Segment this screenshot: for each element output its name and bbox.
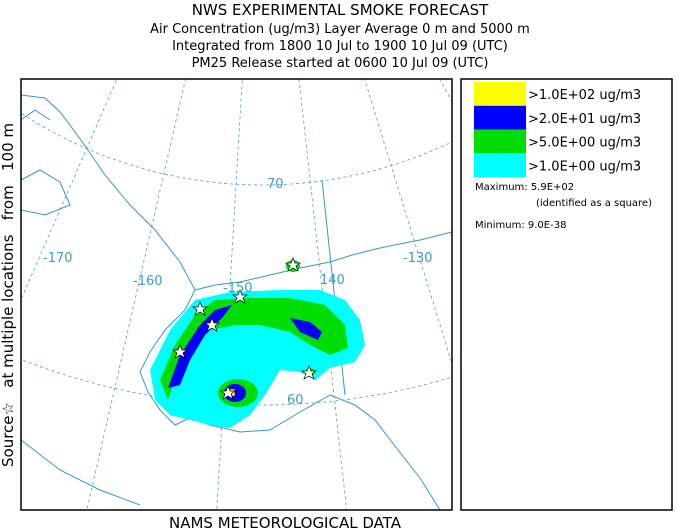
legend-swatch (474, 105, 526, 130)
legend: >1.0E+02 ug/m3 >2.0E+01 ug/m3 >5.0E+00 ug/… (460, 78, 673, 511)
map-label: -160 (133, 274, 163, 289)
subtitle: PM25 Release started at 0600 10 Jul 09 (… (192, 56, 489, 71)
legend-swatch (474, 82, 526, 106)
subtitle: Integrated from 1800 10 Jul to 1900 10 J… (172, 39, 508, 54)
title: NWS EXPERIMENTAL SMOKE FORECAST (192, 1, 489, 19)
legend-swatch (474, 153, 526, 178)
legend-label: >5.0E+00 ug/m3 (528, 136, 641, 151)
graticule (21, 112, 452, 186)
map-label: 70 (267, 177, 284, 192)
map-label: -170 (43, 251, 73, 266)
minimum: Minimum: 9.0E-38 (475, 220, 566, 231)
map-frame (20, 78, 453, 511)
subtitle: Air Concentration (ug/m3) Layer Average … (150, 22, 530, 37)
legend-swatch (474, 129, 526, 154)
graticule (21, 79, 452, 510)
maximum: Maximum: 5.9E+02 (475, 182, 574, 193)
legend-frame (460, 78, 673, 511)
smoke-plume (168, 305, 232, 388)
side-label: Source☆ at multiple locations from 100 m (0, 123, 17, 467)
legend-label: >1.0E+02 ug/m3 (528, 88, 641, 103)
footer: NAMS METEOROLOGICAL DATA (169, 514, 402, 532)
map-label: -130 (403, 251, 433, 266)
sources (171, 257, 318, 400)
smoke-plume (290, 318, 322, 340)
map-label: -150 (223, 281, 253, 296)
map-label: 140 (320, 273, 345, 288)
legend-label: >1.0E+00 ug/m3 (528, 159, 641, 174)
map-label: 60 (287, 393, 304, 408)
max-note: (identified as a square) (536, 198, 652, 209)
legend-label: >2.0E+01 ug/m3 (528, 112, 641, 127)
legend-entries: >1.0E+02 ug/m3 >2.0E+01 ug/m3 >5.0E+00 ug/… (474, 82, 641, 178)
